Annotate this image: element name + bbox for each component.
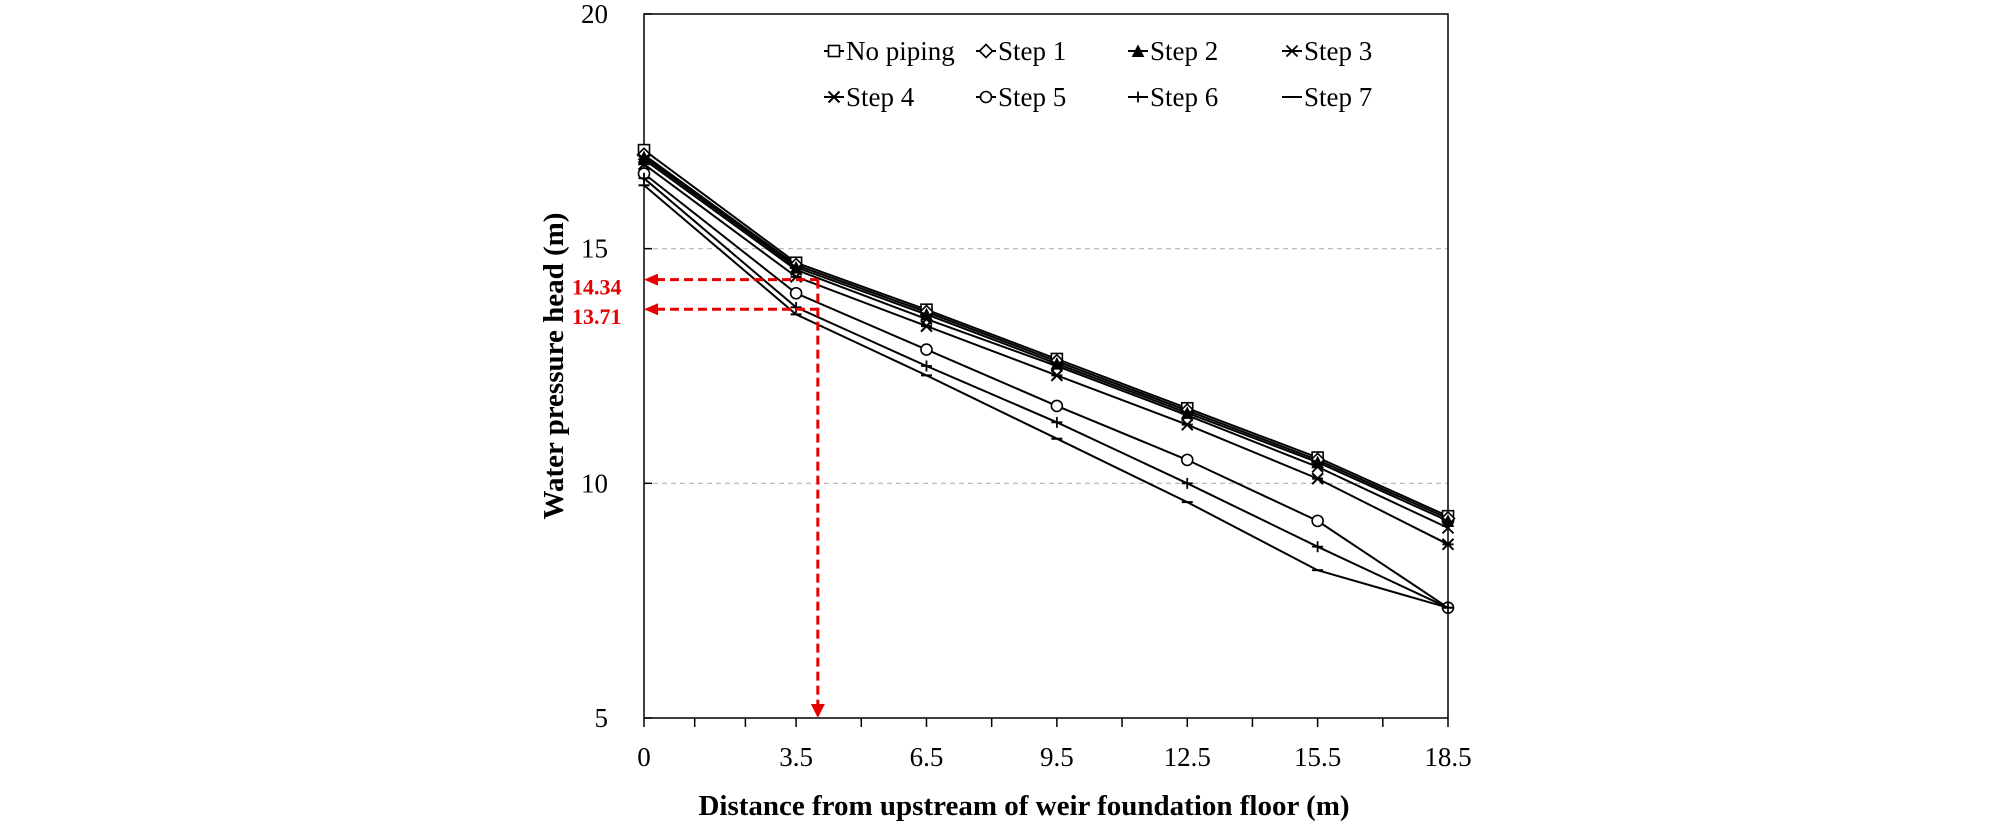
data-point (1311, 460, 1324, 474)
data-point (1441, 521, 1455, 535)
legend-marker (1285, 44, 1299, 58)
legend-item: Step 7 (1282, 82, 1372, 112)
x-tick-label: 18.5 (1424, 742, 1471, 772)
axis-ticks: 5 10 15 20 0 3.5 6.5 9.5 12.5 15.5 18.5 (581, 0, 1472, 772)
data-point (1441, 514, 1455, 527)
legend-item: No piping (824, 36, 955, 66)
y-axis-title: Water pressure head (m) (538, 213, 570, 520)
data-point (1312, 541, 1324, 553)
x-tick-label: 12.5 (1164, 742, 1211, 772)
legend-item: Step 3 (1282, 36, 1372, 66)
x-tick-label: 3.5 (779, 742, 813, 772)
legend-item: Step 1 (976, 36, 1066, 66)
data-point (790, 301, 802, 313)
legend-item: Step 5 (976, 82, 1066, 112)
annotation-arrowhead-down (810, 704, 825, 718)
data-series (636, 143, 1456, 615)
y-tick-label: 5 (595, 703, 609, 733)
legend-label: Step 4 (846, 82, 915, 112)
legend-label: Step 5 (998, 82, 1066, 112)
data-point (1050, 359, 1063, 373)
legend-label: Step 7 (1304, 82, 1372, 112)
data-point (1050, 369, 1064, 382)
data-point (920, 360, 932, 372)
legend-item: Step 2 (1128, 36, 1218, 66)
series-line (643, 158, 1449, 529)
annotation-label: 13.71 (572, 304, 622, 329)
series-8 (638, 184, 1454, 609)
data-point (1441, 538, 1455, 551)
legend-marker (827, 44, 841, 58)
legend: No piping Step 1 Step 2 Step 3 Step 4 Step 5 S… (824, 36, 1372, 112)
annotation-label: 14.34 (572, 275, 622, 300)
data-point (920, 319, 933, 333)
legend-item: Step 6 (1128, 82, 1218, 112)
legend-label: Step 1 (998, 36, 1066, 66)
plot-area-frame (643, 13, 1449, 719)
y-tick-label: 20 (581, 0, 608, 29)
data-point (1051, 416, 1063, 428)
data-point (789, 286, 803, 300)
data-point (638, 172, 650, 184)
legend-marker (979, 90, 993, 104)
series-line (643, 156, 1449, 522)
legend-marker (1131, 44, 1145, 57)
data-point (1181, 418, 1194, 431)
data-point (1181, 409, 1194, 422)
series-line (643, 153, 1449, 520)
annotation-arrowhead-left (644, 303, 658, 316)
y-tick-label: 10 (581, 468, 608, 498)
x-axis-title: Distance from upstream of weir foundatio… (698, 790, 1349, 822)
data-point (920, 343, 933, 356)
series-4 (637, 153, 1455, 535)
legend-marker (978, 43, 994, 59)
data-point (637, 157, 651, 171)
data-point (1180, 453, 1194, 467)
x-tick-label: 9.5 (1040, 742, 1074, 772)
annotations: 14.34 13.71 (572, 273, 825, 718)
data-point (637, 153, 651, 166)
series-3 (637, 150, 1455, 527)
series-6 (637, 167, 1455, 615)
data-point (1050, 399, 1064, 413)
y-tick-label: 15 (581, 234, 608, 264)
legend-label: Step 3 (1304, 36, 1372, 66)
x-tick-label: 6.5 (910, 742, 944, 772)
x-tick-label: 0 (637, 742, 651, 772)
data-point (1181, 477, 1193, 489)
data-point (1311, 514, 1324, 528)
x-tick-label: 15.5 (1294, 742, 1341, 772)
legend-label: Step 2 (1150, 36, 1218, 66)
annotation-arrowhead-left (644, 273, 658, 286)
series-line (643, 149, 1449, 518)
legend-marker (1132, 91, 1144, 103)
gridlines (644, 248, 1448, 484)
legend-label: No piping (846, 36, 955, 66)
series-5 (637, 157, 1455, 551)
legend-label: Step 6 (1150, 82, 1218, 112)
legend-item: Step 4 (824, 82, 915, 112)
series-7 (638, 172, 1454, 614)
data-point (1311, 472, 1324, 485)
legend-marker (827, 90, 841, 104)
